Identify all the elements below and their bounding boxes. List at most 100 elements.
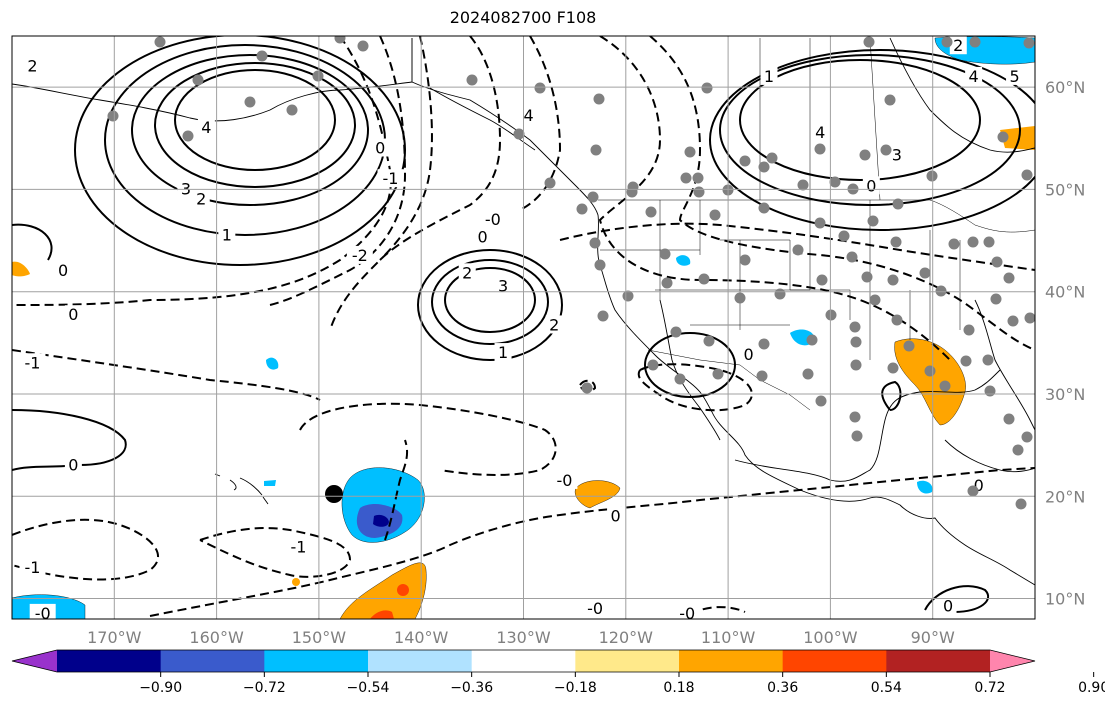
contour-label-bg [740,345,758,364]
contour-label-bg [494,343,512,362]
contour-west-0b [12,409,127,471]
negative-anomaly-utah [676,255,691,266]
contour-label-bg [1006,66,1024,85]
lat-tick-label: 20°N [1045,487,1085,506]
dashed-contour-lines [12,36,1035,617]
contour-label: 0 [58,261,68,280]
contour-label: 0 [974,476,984,495]
colorbar-segment [679,650,784,672]
lon-tick-label: 160°W [189,628,244,647]
colorbar-segment [264,650,369,672]
lon-tick-label: 150°W [292,628,347,647]
contour-high-canada-2 [709,49,1035,231]
positive-anomaly-south [339,562,427,619]
contour-label-bg [474,227,492,246]
lat-tick-label: 60°N [1045,78,1085,97]
positive-anomaly-core-south [370,610,394,619]
colorbar-extend-high [990,650,1035,672]
station-markers [107,36,1035,510]
contour-high-aleutian-2 [131,54,369,206]
lon-tick-label: 120°W [599,628,654,647]
contour-label-bg [458,263,476,282]
contour-label-bg [939,596,957,615]
colorbar-extend-low [12,650,57,672]
positive-anomaly-spot [397,584,409,596]
colorbar-segment [160,650,265,672]
contour-label: 0 [866,176,876,195]
contour-label-bg [520,105,538,124]
contour-neg-1 [269,36,407,306]
colorbar-tick-label: −0.18 [554,680,597,696]
lat-tick-label: 40°N [1045,283,1085,302]
contour-label: 5 [1009,67,1019,86]
contour-lines [12,36,1035,613]
contour-gulf [881,380,902,411]
contour-west-0 [12,223,53,261]
alaska-peninsula [12,81,413,122]
contour-label-bg [192,189,210,208]
contour-label-bg [19,557,46,576]
contour-high-mexico [644,332,736,398]
contour-neg-hawaii [384,439,409,541]
negative-anomaly-yucatan [917,480,933,494]
longitude-labels: 170°W 160°W 150°W 140°W 130°W 120°W 110°W 100°W… [87,628,955,647]
lon-tick-label: 90°W [911,628,955,647]
contour-label-bg [888,145,906,164]
contour-neg-4 [519,36,562,211]
lon-tick-label: 140°W [394,628,449,647]
contour-neg-1-south [199,527,352,578]
map-frame [11,35,1036,620]
contour-label-bg [218,225,236,244]
contour-label: 3 [498,277,508,296]
contour-label: 1 [498,343,508,362]
colorbar-tick-label: 0.18 [663,680,694,696]
contour-neg-pacific-0 [12,349,321,401]
colorbar-segment [368,650,473,672]
contour-label: -2 [352,246,368,265]
contour-label: 4 [815,123,825,142]
map-title: 2024082700 F108 [449,8,597,27]
alaska-panhandle [429,87,536,151]
negative-anomaly-peak [373,514,389,527]
contour-label: 3 [892,146,902,165]
positive-anomaly-baja [574,480,621,509]
contour-label-bg [607,506,625,525]
contour-label: 0 [477,227,487,246]
contour-label: -1 [383,169,399,188]
contour-high-pacific-3 [444,267,536,333]
contour-label: 0 [375,139,385,158]
contour-neg-continent-2 [649,36,1035,351]
negative-anomaly-small [266,357,279,370]
contour-label: 2 [196,190,206,209]
lon-tick-label: 110°W [701,628,756,647]
gridlines [12,36,1035,619]
positive-anomaly-dot [292,578,300,586]
contour-neg-continent-3 [559,222,1035,271]
contour-label-bg [377,169,404,188]
contour-label: 2 [549,315,559,334]
positive-anomaly-hudson [1000,126,1035,150]
contour-label: 2 [953,36,963,55]
colorbar-tick-label: 0.72 [974,680,1005,696]
contour-label-bg [23,56,41,75]
contour-label-bg [371,138,389,157]
contour-label: -0 [679,604,695,623]
contour-label-bg [545,315,563,334]
contour-label: 2 [27,57,37,76]
contour-neg-continent-1 [598,36,951,361]
lat-tick-label: 30°N [1045,385,1085,404]
contour-label-bg [54,261,72,280]
colorbar [11,649,1036,673]
contour-label-bg [285,537,312,556]
contour-label: 4 [969,67,979,86]
contour-high-aleutian-3 [154,62,356,188]
contour-label-bg [346,245,373,264]
contour-neg-pacific-1 [299,402,557,476]
contour-label: -0 [485,210,501,229]
contour-label: 2 [462,263,472,282]
us-canada-border [598,199,1035,233]
colorbar-segment [782,650,887,672]
